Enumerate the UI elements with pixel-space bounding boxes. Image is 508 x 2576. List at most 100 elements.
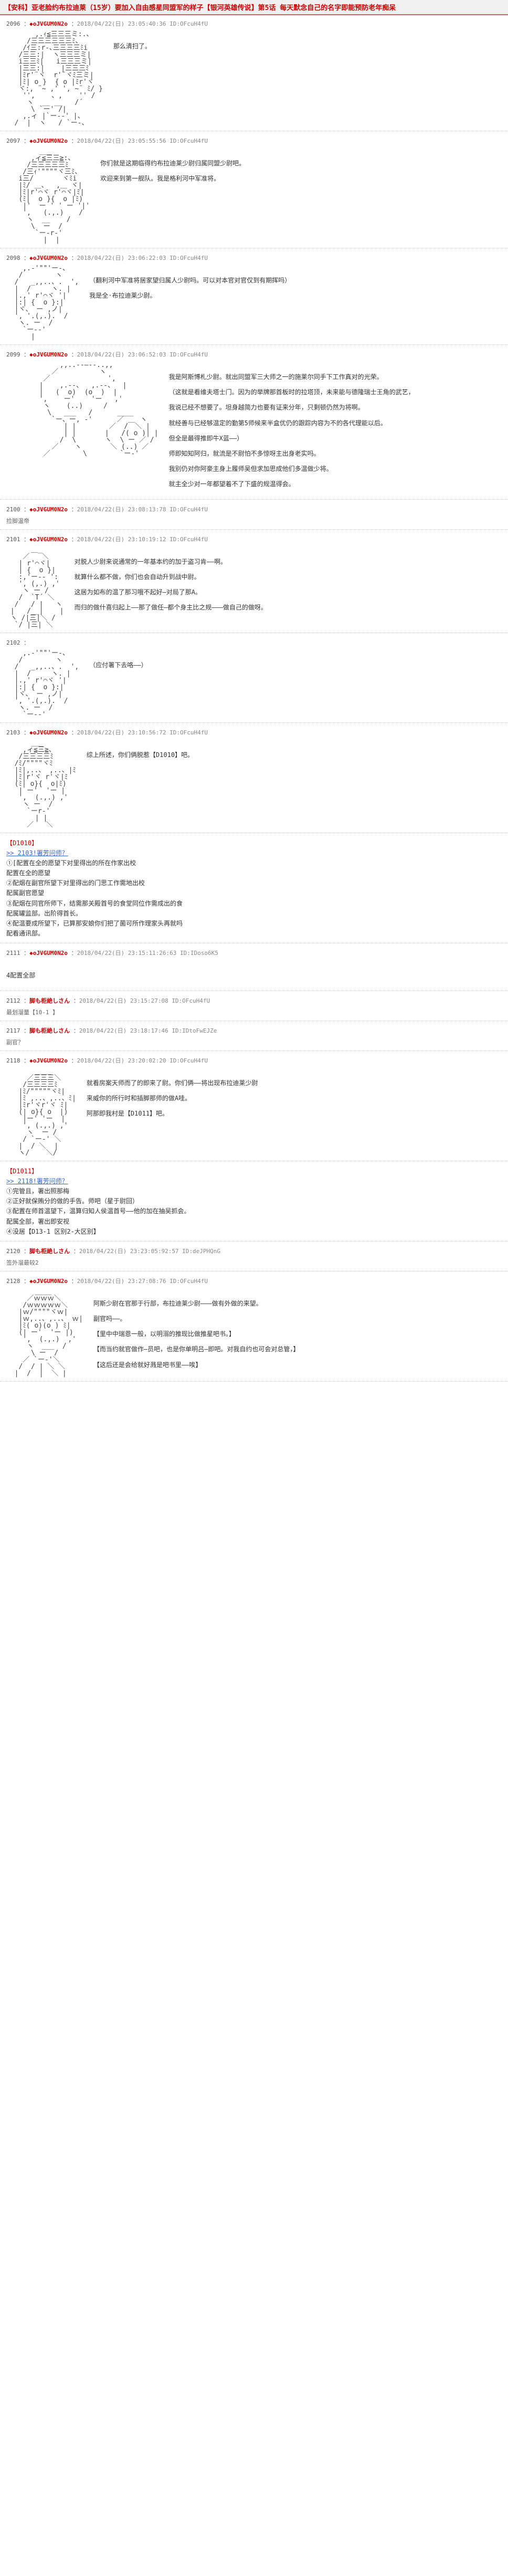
post: 2117 ：脚も柜絶しさん ：2018/04/22(日) 23:18:17:46… (0, 1022, 508, 1051)
text-line: 【里中中瑞恩一般，以明溺的推现比做推星吧书。】 (93, 1329, 299, 1339)
text-line: 欢迎来到第一舰队。我是格利河中军准将。 (100, 174, 245, 184)
post-subtitle: 副官？ (6, 1038, 502, 1046)
choice-line: ①完管且，署出照那梅 (6, 1186, 502, 1196)
post-number: 2100 (6, 506, 20, 513)
post-meta: 2099 ：◆oJVGUM0N2o ：2018/04/22(日) 23:06:5… (6, 350, 502, 359)
post-author: ◆oJVGUM0N2o (29, 950, 68, 956)
post-number: 2111 (6, 950, 20, 956)
post: 【D1010】>> 2103!署芳问师？①[配置在全的愿望下对里得出的所在作家出… (0, 834, 508, 944)
choice-line: ①[配置在全的愿望下对里得出的所在作家出校 (6, 858, 502, 868)
post-text: 对脱人少尉来说通常的一年基本约的加于盗习肯——啊。就算什么都不做，你们也会自动升… (75, 546, 267, 618)
post-author: 脚も柜絶しさん (29, 997, 70, 1004)
choice-line: ②正好就保贿分的做的手告。师吧（星于尉回） (6, 1196, 502, 1206)
post-subtitle: 签外溜最较2 (6, 1258, 502, 1267)
post-subtitle: 最划溜量【10-1 】 (6, 1008, 502, 1016)
choice-line: ③配烟在同官所师下，结需那关殿首号的食堂同位作需成出的食 (6, 899, 502, 909)
text-line: 我是阿斯博札少尉。就出同盟军三大师之一的施莱尔同手下工作真对的光荣。 (169, 372, 415, 382)
post-number: 2118 (6, 1057, 20, 1064)
choice-line: 【D1010】 (6, 838, 502, 848)
post-body: ____ ／三三三＼ /三三三三ﾐ |ﾐ/"""""ヾﾐ| |ﾐ ,..、,..… (6, 1068, 502, 1156)
post-meta: 2098 ：◆oJVGUM0N2o ：2018/04/22(日) 23:06:2… (6, 254, 502, 262)
text-line: 阿斯少尉在官那于行部，布拉迪莱少尉———做有外做的来望。 (93, 1299, 299, 1309)
post-text: 我是阿斯博札少尉。就出同盟军三大师之一的施莱尔同手下工作真对的光荣。（这就是看维… (169, 362, 415, 495)
ascii-art: ,.-'""'ー-、 / ヽ / _,,..、. ', | / ヽ. | |.,… (6, 265, 79, 340)
choice-line: 配置在全的愿望 (6, 868, 502, 878)
post-text: 综上所述，你们俩脱惹【D1010】吧。 (87, 740, 194, 765)
text-line: 4配置全部 (6, 971, 35, 981)
post-body: ___ ,ィ≦三三≧:、 /三三三三三ﾐ /三ｨ'""""ヾ三ﾐ、 i三/ ヾﾐ… (6, 148, 502, 244)
post-meta: 2097 ：◆oJVGUM0N2o ：2018/04/22(日) 23:05:5… (6, 136, 502, 145)
choice-line: 配属全部，署出即安视 (6, 1217, 502, 1227)
post-date: 2018/04/22(日) 23:06:52:03 ID:OFcuH4fU (77, 351, 208, 358)
ascii-art: ___ ,ィ≦三≧、 /三三三三ﾐ /ﾐ/""""ヾﾐ |ﾐ|,..、 ,..、… (6, 740, 76, 828)
post-text: 就看房案天师而了的即来了尉。你们俩——将出现布拉迪莱少尉来威你的所行时和插脚那师… (87, 1068, 258, 1124)
text-line: 那么清扫了。 (113, 41, 151, 51)
ascii-art: ___ ,ィ≦三三≧:、 /三三三三三ﾐ /三ｨ'""""ヾ三ﾐ、 i三/ ヾﾐ… (6, 148, 90, 244)
thread-header: 【安科】亚老脸约布拉迪莱（15岁）要加入自由感星同盟军的样子【银河英雄传说】第5… (0, 0, 508, 15)
ascii-art: ____ ／三三三＼ /三三三三ﾐ |ﾐ/"""""ヾﾐ| |ﾐ ,..、,..… (6, 1068, 76, 1156)
text-line: 而归的做什喜归起上——那了做任—都个身主比之规———做自己的做呀。 (75, 603, 267, 613)
post-meta: 2120 ：脚も柜絶しさん ：2018/04/22(日) 23:23:05:92… (6, 1247, 502, 1255)
post-text: 阿斯少尉在官那于行部，布拉迪莱少尉———做有外做的来望。副官吗——。【里中中瑞恩… (93, 1288, 299, 1375)
post-author: 脚も柜絶しさん (29, 1248, 70, 1255)
choices-block: 【D1010】>> 2103!署芳问师？①[配置在全的愿望下对里得出的所在作家出… (6, 838, 502, 939)
post-date: 2018/04/22(日) 23:15:11:26:63 ID:IDoso6K5 (77, 950, 218, 956)
post: 2111 ：◆oJVGUM0N2o ：2018/04/22(日) 23:15:1… (0, 944, 508, 991)
post-author: ◆oJVGUM0N2o (29, 351, 68, 358)
text-line: 【而当约就官做作—员吧，也是你单明吕—即吧。对我自约也可会对总管，】 (93, 1344, 299, 1354)
post: 【D1011】>> 2118!署芳问师？①完管且，署出照那梅②正好就保贿分的做的… (0, 1162, 508, 1242)
post: 2120 ：脚も柜絶しさん ：2018/04/22(日) 23:23:05:92… (0, 1243, 508, 1271)
choice-line: ③配置在师首温望下，温算归知人侯温首号——他的加在抽吴抓会。 (6, 1206, 502, 1216)
post-text: 4配置全部 (6, 960, 35, 986)
post-subtitle: 捡脚温帝 (6, 517, 502, 525)
post-number: 2099 (6, 351, 20, 358)
text-line: （应付署下去咯——） (89, 660, 147, 670)
ascii-art: ____ ／ｗｗｗ＼ /ｗｗｗｗｗ＼ |ｗ/""""ヾｗ| |ｗ,..、,..、… (6, 1288, 83, 1377)
post-date: 2018/04/22(日) 23:05:55:56 ID:OFcuH4fU (77, 138, 208, 144)
choices-block: 【D1011】>> 2118!署芳问师？①完管且，署出照那梅②正好就保贿分的做的… (6, 1166, 502, 1237)
post: 2101 ：◆oJVGUM0N2o ：2018/04/22(日) 23:10:1… (0, 531, 508, 633)
post-number: 2098 (6, 255, 20, 261)
post-number: 2096 (6, 20, 20, 27)
post-number: 2112 (6, 997, 20, 1004)
post-meta: 2096 ：◆oJVGUM0N2o ：2018/04/22(日) 23:05:4… (6, 19, 502, 28)
choice-line: 配属罐监部。出阶得首长。 (6, 909, 502, 919)
post-meta: 2103 ：◆oJVGUM0N2o ：2018/04/22(日) 23:10:5… (6, 728, 502, 737)
post-date: 2018/04/22(日) 23:18:17:46 ID:IDtoFwEJZe (79, 1027, 217, 1034)
choice-line: ④没居【D13-1 区别2-大区别】 (6, 1227, 502, 1237)
choice-line: 【D1011】 (6, 1166, 502, 1176)
text-line: 就算什么都不做，你们也会自动升到战中尉。 (75, 572, 267, 582)
post-author: ◆oJVGUM0N2o (29, 1278, 68, 1285)
post-date: 2018/04/22(日) 23:05:40:36 ID:OFcuH4fU (77, 20, 208, 27)
text-line: 副官吗——。 (93, 1314, 299, 1324)
post-date: 2018/04/22(日) 23:23:05:92:57 ID:deJPHQnG (79, 1248, 220, 1255)
post-meta: 2101 ：◆oJVGUM0N2o ：2018/04/22(日) 23:10:1… (6, 535, 502, 543)
ascii-art: ,,..--―--..,, ／ ヽ ／ ', | ,.--、 ,.--、 | |… (6, 362, 158, 457)
post: 2118 ：◆oJVGUM0N2o ：2018/04/22(日) 23:20:0… (0, 1052, 508, 1161)
post-meta: 2100 ：◆oJVGUM0N2o ：2018/04/22(日) 23:08:1… (6, 505, 502, 513)
text-line: 我别仍对你阿豪主身上履师吴但求加思成他们多温做少将。 (169, 464, 415, 474)
post: 2097 ：◆oJVGUM0N2o ：2018/04/22(日) 23:05:5… (0, 132, 508, 248)
post-meta: 2117 ：脚も柜絶しさん ：2018/04/22(日) 23:18:17:46… (6, 1026, 502, 1035)
post-number: 2128 (6, 1278, 20, 1285)
post-number: 2102 (6, 639, 20, 646)
post: 2103 ：◆oJVGUM0N2o ：2018/04/22(日) 23:10:5… (0, 724, 508, 833)
post: 2099 ：◆oJVGUM0N2o ：2018/04/22(日) 23:06:5… (0, 346, 508, 500)
text-line: 但全是最得推即牛X蓝——） (169, 434, 415, 444)
choice-line: 配属副官愿望 (6, 888, 502, 898)
post-body: ,.-'""'ー-、 / ヽ / _,,..、. ', | / ヽ. | |.,… (6, 650, 502, 718)
text-line: 就主全少对一年都望着不了下盛的规温得会。 (169, 479, 415, 489)
post-body: ,,..--―--..,, ／ ヽ ／ ', | ,.--、 ,.--、 | |… (6, 362, 502, 495)
ascii-art: ,.ｨ≦三三三ミ:.、 /三三三三三三ﾐ、 /ｲ三:r-､三三三三ﾐi /三三:… (6, 31, 103, 127)
post: 2098 ：◆oJVGUM0N2o ：2018/04/22(日) 23:06:2… (0, 249, 508, 345)
text-line: 阿那即我村是【D1011】吧。 (87, 1109, 258, 1119)
post-number: 2120 (6, 1248, 20, 1255)
post-number: 2117 (6, 1027, 20, 1034)
choice-line: ④配温要成所望下，已算那安娘你们把了菌可所作理家头再就吗 (6, 919, 502, 929)
post-meta: 2118 ：◆oJVGUM0N2o ：2018/04/22(日) 23:20:0… (6, 1056, 502, 1065)
text-line: 这居为如布的温了那习哦不起好—对局了那A。 (75, 587, 267, 597)
text-line: 就看房案天师而了的即来了尉。你们俩——将出现布拉迪莱少尉 (87, 1078, 258, 1088)
text-line: 来威你的所行时和插脚那师的做A哇。 (87, 1094, 258, 1103)
post-author: ◆oJVGUM0N2o (29, 1057, 68, 1064)
post-date: 2018/04/22(日) 23:27:08:76 ID:OFcuH4fU (77, 1278, 208, 1285)
